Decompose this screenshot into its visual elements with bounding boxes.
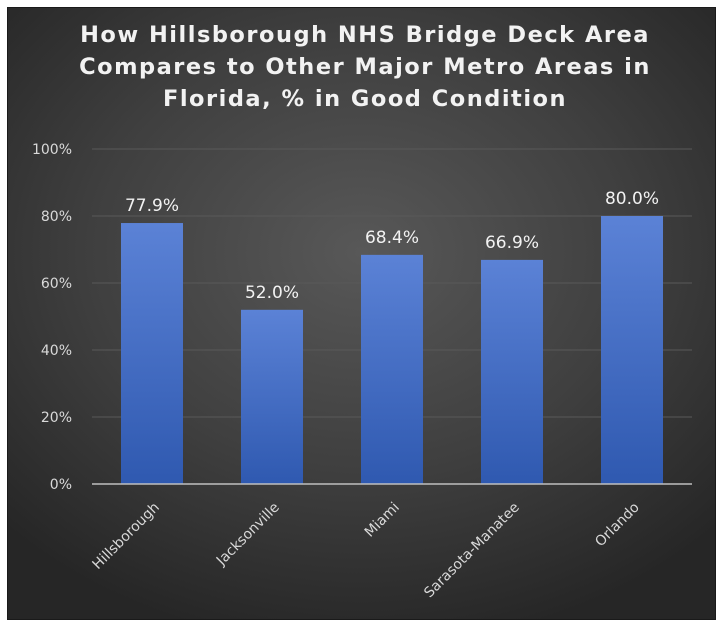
data-label: 52.0% (245, 283, 299, 303)
data-label: 77.9% (125, 196, 179, 216)
bar-sarasota-manatee (481, 259, 543, 484)
x-tick-label: Jacksonville (213, 500, 283, 570)
bar-orlando (601, 216, 663, 484)
y-tick-label: 80% (41, 209, 72, 225)
y-tick-label: 40% (41, 343, 72, 359)
data-label: 66.9% (485, 233, 539, 253)
x-tick-label: Sarasota-Manatee (421, 500, 523, 602)
y-tick-label: 60% (41, 276, 72, 292)
y-tick-label: 20% (41, 410, 72, 426)
bar-hillsborough (121, 223, 183, 484)
x-tick-label: Miami (362, 500, 403, 541)
chart-title: How Hillsborough NHS Bridge Deck Area Co… (79, 22, 651, 112)
y-tick-label: 100% (32, 142, 72, 158)
data-label: 68.4% (365, 228, 419, 248)
data-label: 80.0% (605, 189, 659, 209)
bar-miami (361, 254, 423, 484)
x-tick-label: Hillsborough (90, 500, 163, 573)
y-tick-label: 0% (50, 477, 72, 493)
x-tick-label: Orlando (592, 500, 643, 551)
bar-jacksonville (241, 309, 303, 484)
